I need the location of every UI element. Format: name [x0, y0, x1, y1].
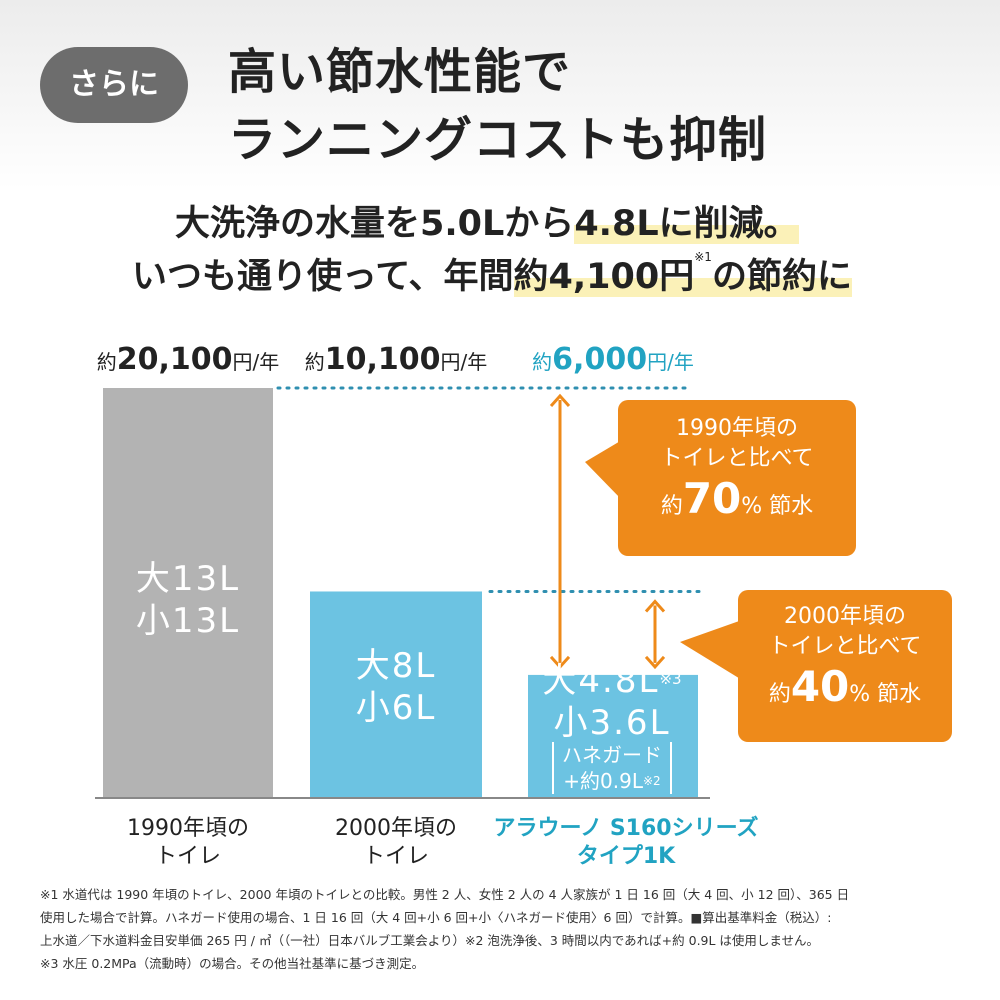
- price-prefix: 約: [96, 350, 117, 374]
- price-unit: 円/年: [440, 350, 488, 374]
- subhead-highlight-volume: 4.8Lに削減。: [574, 204, 799, 244]
- bar-2: [528, 674, 698, 797]
- subhead-footnote-ref: ※1: [694, 250, 712, 264]
- callout-suffix: % 節水: [741, 494, 814, 519]
- price-amount: 10,100: [324, 342, 441, 377]
- category-label-1990: 1990年頃の トイレ: [127, 815, 249, 871]
- callout-line2: トイレと比べて: [768, 634, 922, 659]
- footnote-ref-2: ※2: [643, 774, 661, 788]
- arrow-vs-1990-head-bottom: [549, 655, 571, 670]
- category-line: トイレ: [154, 844, 221, 869]
- callout-percent: 約40% 節水: [738, 662, 952, 720]
- bar-0: [103, 388, 273, 797]
- bar-1: [310, 591, 482, 797]
- footnote-4: ※3 水圧 0.2MPa（流動時）の場合。その他当社基準に基づき測定。: [40, 956, 425, 971]
- callout-percent: 約70% 節水: [618, 474, 856, 532]
- price-prefix: 約: [532, 350, 553, 374]
- price-unit: 円/年: [232, 350, 280, 374]
- callout-value: 70: [682, 474, 742, 523]
- arrow-vs-2000-head-top: [644, 599, 666, 613]
- subhead-savings-amount: 約4,100円: [513, 257, 695, 297]
- headline-line1: 高い節水性能で: [228, 44, 572, 100]
- price-amount: 20,100: [116, 342, 233, 377]
- arrow-vs-2000-head-bottom: [644, 655, 666, 670]
- bar-small-volume: 小6L: [355, 688, 437, 728]
- category-line: 1990年頃の: [127, 816, 249, 841]
- subhead-line2: いつも通り使って、年間約4,100円※1の節約に: [132, 248, 852, 299]
- bar-text-arauno: 大4.8L※3 小3.6L: [542, 660, 681, 744]
- category-line: トイレ: [362, 844, 429, 869]
- price-label-arauno: 約6,000円/年: [532, 342, 694, 377]
- category-line: アラウーノ S160シリーズ: [493, 816, 759, 841]
- callout-40-tail: [680, 620, 742, 680]
- price-label-1990: 約20,100円/年: [97, 342, 280, 377]
- category-label-2000: 2000年頃の トイレ: [335, 815, 457, 871]
- callout-70-tail: [585, 440, 622, 500]
- category-line: タイプ1K: [576, 844, 676, 869]
- footnote-2: 使用した場合で計算。ハネガード使用の場合、1 日 16 回（大 4 回+小 6 …: [40, 910, 832, 925]
- subhead-highlight-savings: 約4,100円※1の節約に: [513, 250, 852, 297]
- bar-small-volume: 小3.6L: [553, 703, 671, 743]
- callout-line2: トイレと比べて: [660, 446, 814, 471]
- bar-large-volume: 大13L: [135, 559, 241, 599]
- subhead-line1: 大洗浄の水量を5.0Lから4.8Lに削減。: [175, 195, 799, 246]
- arrow-vs-1990-head-top: [549, 393, 571, 408]
- hanegard-label: ハネガード: [562, 743, 662, 767]
- callout-70-percent: 1990年頃の トイレと比べて 約70% 節水: [618, 400, 856, 556]
- price-prefix: 約: [304, 350, 325, 374]
- price-unit: 円/年: [647, 350, 694, 374]
- category-label-arauno: アラウーノ S160シリーズ タイプ1K: [493, 815, 758, 871]
- category-line: 2000年頃の: [335, 816, 457, 841]
- hanegard-extra-volume: +約0.9L: [563, 769, 643, 793]
- callout-line1: 1990年頃の: [676, 416, 798, 441]
- bar-large-volume: 大4.8L: [542, 661, 660, 701]
- footnote-3: 上水道／下水道料金目安単価 265 円 / ㎥（（一社）日本バルブ工業会より）※…: [40, 933, 820, 948]
- bar-text-2000: 大8L 小6L: [356, 645, 437, 729]
- sarani-badge: さらに: [40, 47, 188, 123]
- bar-small-volume: 小13L: [135, 601, 241, 641]
- callout-prefix: 約: [768, 682, 791, 707]
- hanegard-bracket: ハネガード +約0.9L※2: [552, 742, 672, 794]
- bar-large-volume: 大8L: [355, 646, 437, 686]
- callout-value: 40: [790, 662, 850, 711]
- footnote-ref-3: ※3: [659, 670, 682, 688]
- callout-40-percent: 2000年頃の トイレと比べて 約40% 節水: [738, 590, 952, 742]
- subhead-line1-text: 大洗浄の水量を5.0Lから: [175, 204, 575, 244]
- footnote-1: ※1 水道代は 1990 年頃のトイレ、2000 年頃のトイレとの比較。男性 2…: [40, 887, 850, 902]
- callout-suffix: % 節水: [849, 682, 922, 707]
- bar-text-1990: 大13L 小13L: [136, 558, 240, 642]
- price-label-2000: 約10,100円/年: [305, 342, 488, 377]
- subhead-line2-end: の節約に: [711, 257, 852, 297]
- price-amount: 6,000: [552, 342, 648, 377]
- subhead-line2-text: いつも通り使って、年間: [132, 257, 514, 297]
- callout-prefix: 約: [660, 494, 683, 519]
- callout-line1: 2000年頃の: [784, 604, 906, 629]
- headline-line2: ランニングコストも抑制: [228, 112, 768, 168]
